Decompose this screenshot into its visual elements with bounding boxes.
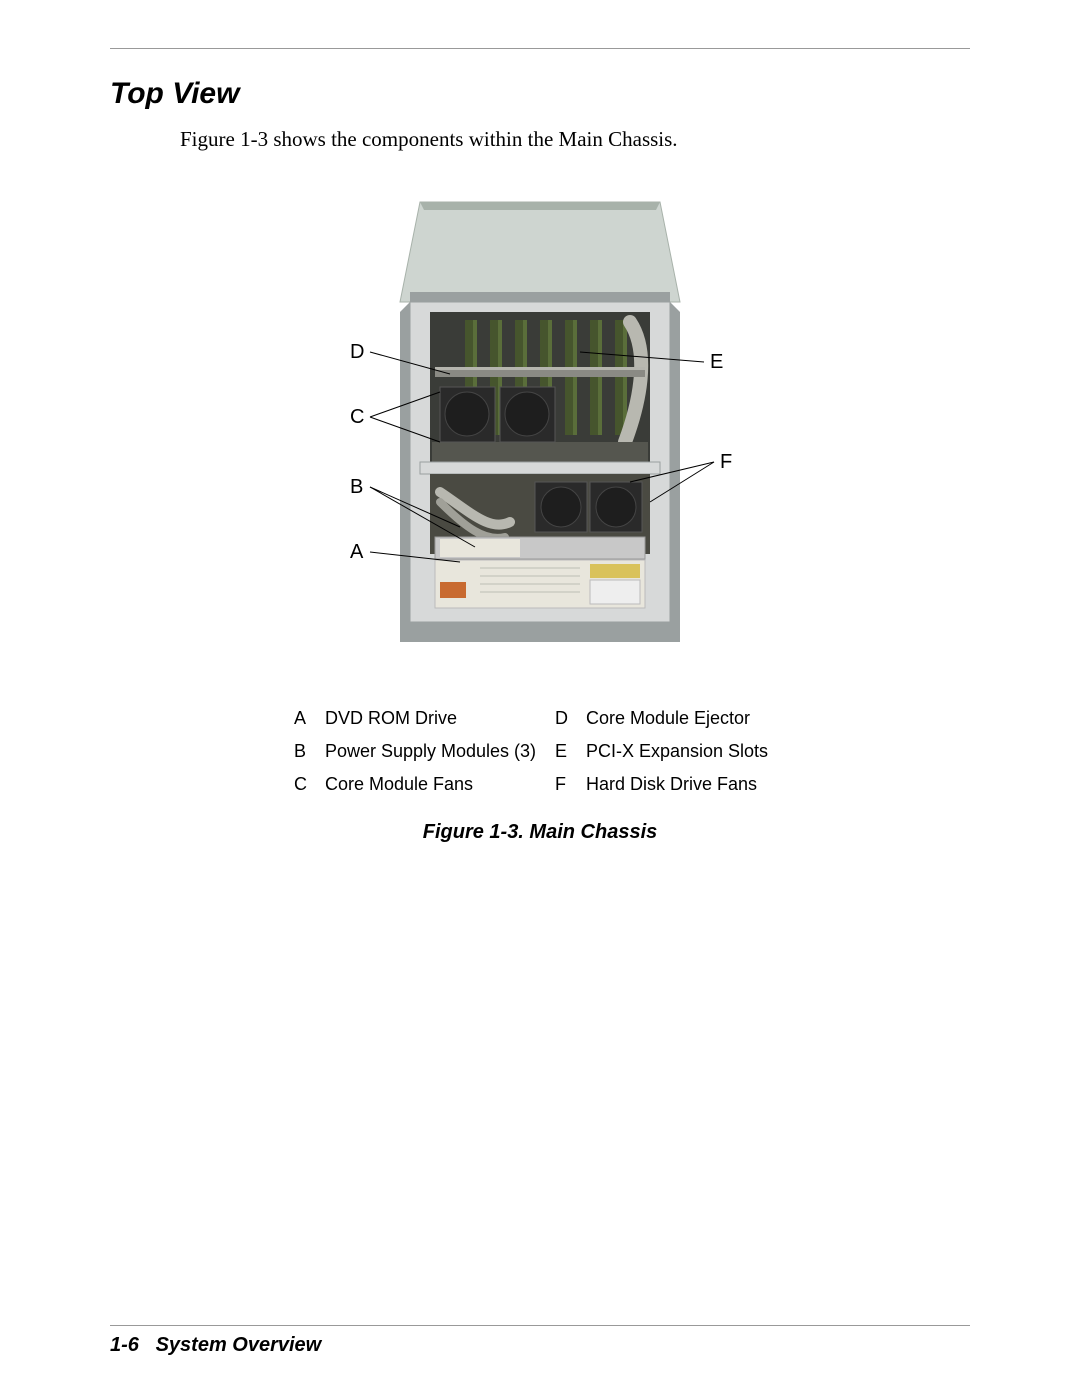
figure-caption: Figure 1-3. Main Chassis [110, 821, 970, 844]
page-footer: 1-6 System Overview [110, 1325, 970, 1357]
legend-row: CCore Module FansFHard Disk Drive Fans [294, 768, 786, 801]
legend-table: ADVD ROM DriveDCore Module EjectorBPower… [294, 702, 786, 801]
legend-desc: Hard Disk Drive Fans [586, 768, 786, 801]
section-title: Top View [110, 77, 970, 111]
footer-text: 1-6 System Overview [110, 1334, 970, 1357]
footer-page-ref: 1-6 [110, 1334, 139, 1356]
svg-text:D: D [350, 341, 364, 363]
legend-desc: PCI-X Expansion Slots [586, 735, 786, 768]
page: Top View Figure 1-3 shows the components… [0, 0, 1080, 1397]
intro-paragraph: Figure 1-3 shows the components within t… [180, 127, 970, 152]
footer-chapter: System Overview [156, 1334, 322, 1356]
legend-row: BPower Supply Modules (3)EPCI-X Expansio… [294, 735, 786, 768]
legend-key: F [555, 768, 586, 801]
legend-row: ADVD ROM DriveDCore Module Ejector [294, 702, 786, 735]
figure-area: D C B A E F [110, 192, 970, 652]
footer-rule [110, 1325, 970, 1326]
svg-text:A: A [350, 541, 364, 563]
svg-text:F: F [720, 451, 732, 473]
svg-text:E: E [710, 351, 723, 373]
svg-text:B: B [350, 476, 363, 498]
legend-key: C [294, 768, 325, 801]
legend-desc: DVD ROM Drive [325, 702, 555, 735]
legend-key: A [294, 702, 325, 735]
legend-key: B [294, 735, 325, 768]
chassis-illustration: D C B A E F [340, 192, 740, 652]
svg-text:C: C [350, 406, 364, 428]
legend-desc: Core Module Ejector [586, 702, 786, 735]
legend-desc: Core Module Fans [325, 768, 555, 801]
legend-key: D [555, 702, 586, 735]
legend-key: E [555, 735, 586, 768]
legend-desc: Power Supply Modules (3) [325, 735, 555, 768]
top-rule [110, 48, 970, 49]
